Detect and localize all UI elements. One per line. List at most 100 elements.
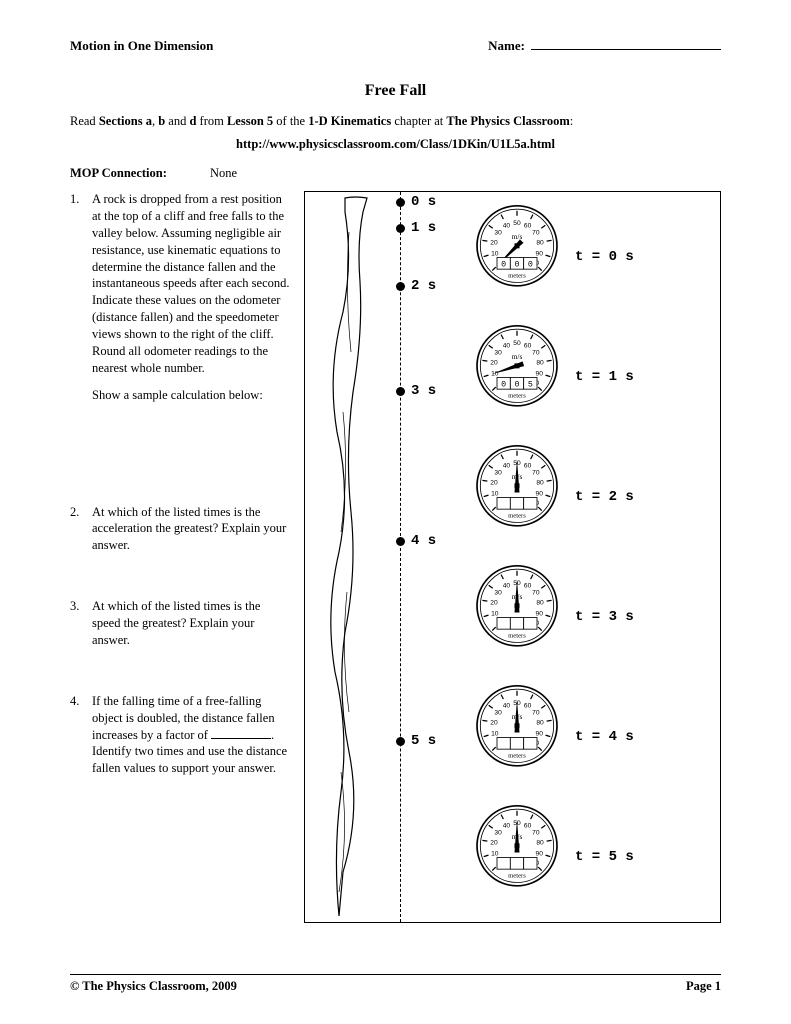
footer-left: © The Physics Classroom, 2009: [70, 979, 237, 994]
question-body: At which of the listed times is the spee…: [92, 598, 290, 659]
time-tick-label: 2 s: [411, 278, 436, 294]
question-body: A rock is dropped from a rest position a…: [92, 191, 290, 414]
svg-text:70: 70: [532, 230, 540, 237]
gauge-time-label: t = 3 s: [575, 609, 634, 625]
svg-text:70: 70: [532, 590, 540, 597]
svg-text:20: 20: [490, 480, 498, 487]
svg-text:90: 90: [535, 851, 543, 858]
svg-text:20: 20: [490, 720, 498, 727]
fill-in-blank[interactable]: [211, 738, 271, 739]
question-number: 2.: [70, 504, 92, 565]
time-tick-label: 1 s: [411, 220, 436, 236]
gauge: 0102030405060708090100m/s005meters: [467, 320, 567, 433]
svg-text:meters: meters: [508, 632, 526, 639]
svg-text:50: 50: [513, 340, 521, 347]
name-blank-line[interactable]: [531, 49, 721, 50]
intro-bold: Sections a: [99, 114, 152, 128]
intro-bold: The Physics Classroom: [446, 114, 569, 128]
svg-text:70: 70: [532, 350, 540, 357]
gauge-row: 0102030405060708090100m/smeterst = 5 s: [467, 800, 634, 913]
svg-text:90: 90: [535, 611, 543, 618]
svg-text:30: 30: [494, 710, 502, 717]
svg-text:80: 80: [536, 360, 544, 367]
time-tick-label: 0 s: [411, 194, 436, 210]
svg-text:10: 10: [491, 851, 499, 858]
gauge-row: 0102030405060708090100m/smeterst = 2 s: [467, 440, 634, 553]
worksheet-page: Motion in One Dimension Name: Free Fall …: [0, 0, 791, 1024]
svg-text:m/s: m/s: [512, 232, 523, 241]
question: 4.If the falling time of a free-falling …: [70, 693, 290, 787]
svg-text:30: 30: [494, 830, 502, 837]
time-tick: [396, 737, 405, 746]
svg-text:70: 70: [532, 470, 540, 477]
mop-label: MOP Connection:: [70, 166, 167, 180]
gauge-time-label: t = 5 s: [575, 849, 634, 865]
content-row: 1.A rock is dropped from a rest position…: [70, 191, 721, 923]
intro-text: and: [165, 114, 189, 128]
speedometer-gauge: 0102030405060708090100m/smeters: [467, 680, 567, 788]
gauge-time-label: t = 1 s: [575, 369, 634, 385]
svg-text:60: 60: [524, 223, 532, 230]
gauge-time-label: t = 2 s: [575, 489, 634, 505]
time-tick-label: 5 s: [411, 733, 436, 749]
svg-text:30: 30: [494, 350, 502, 357]
time-tick: [396, 387, 405, 396]
svg-text:60: 60: [524, 463, 532, 470]
gauge: 0102030405060708090100m/smeters: [467, 560, 567, 673]
diagram-figure: 0 s1 s2 s3 s4 s5 s0102030405060708090100…: [304, 191, 721, 923]
svg-text:90: 90: [535, 731, 543, 738]
question: 1.A rock is dropped from a rest position…: [70, 191, 290, 414]
svg-text:80: 80: [536, 600, 544, 607]
svg-text:10: 10: [491, 371, 499, 378]
gauge: 0102030405060708090100m/smeters: [467, 800, 567, 913]
name-label: Name:: [488, 38, 525, 54]
gauge-row: 0102030405060708090100m/smeterst = 3 s: [467, 560, 634, 673]
svg-text:40: 40: [503, 223, 511, 230]
footer-right: Page 1: [686, 979, 721, 994]
svg-text:40: 40: [503, 583, 511, 590]
intro-bold: Lesson 5: [227, 114, 273, 128]
svg-text:10: 10: [491, 731, 499, 738]
question: 3.At which of the listed times is the sp…: [70, 598, 290, 659]
name-field: Name:: [488, 38, 721, 54]
intro-text: from: [196, 114, 227, 128]
svg-text:30: 30: [494, 230, 502, 237]
mop-connection: MOP Connection: None: [70, 166, 721, 181]
speedometer-gauge: 0102030405060708090100m/s005meters: [467, 320, 567, 428]
cliff-drawing: [305, 192, 385, 922]
question-number: 1.: [70, 191, 92, 414]
svg-text:10: 10: [491, 491, 499, 498]
svg-text:20: 20: [490, 600, 498, 607]
svg-text:10: 10: [491, 251, 499, 258]
svg-text:40: 40: [503, 343, 511, 350]
reference-url: http://www.physicsclassroom.com/Class/1D…: [70, 137, 721, 152]
intro-text: :: [570, 114, 573, 128]
speedometer-gauge: 0102030405060708090100m/s000meters: [467, 200, 567, 308]
svg-text:0: 0: [515, 260, 520, 270]
svg-text:20: 20: [490, 240, 498, 247]
page-header: Motion in One Dimension Name:: [70, 38, 721, 54]
svg-text:0: 0: [501, 380, 506, 390]
question-text: Show a sample calculation below:: [92, 387, 290, 404]
questions-column: 1.A rock is dropped from a rest position…: [70, 191, 290, 923]
svg-text:meters: meters: [508, 392, 526, 399]
gauge: 0102030405060708090100m/smeters: [467, 680, 567, 793]
svg-text:0: 0: [528, 260, 533, 270]
question-number: 3.: [70, 598, 92, 659]
question-text: If the falling time of a free-falling ob…: [92, 693, 290, 777]
svg-text:20: 20: [490, 840, 498, 847]
page-title: Free Fall: [70, 82, 721, 100]
svg-text:90: 90: [535, 251, 543, 258]
svg-text:70: 70: [532, 710, 540, 717]
svg-text:80: 80: [536, 480, 544, 487]
speedometer-gauge: 0102030405060708090100m/smeters: [467, 560, 567, 668]
svg-text:40: 40: [503, 823, 511, 830]
svg-text:80: 80: [536, 720, 544, 727]
svg-text:0: 0: [501, 260, 506, 270]
svg-text:meters: meters: [508, 752, 526, 759]
svg-text:10: 10: [491, 611, 499, 618]
question-number: 4.: [70, 693, 92, 787]
intro-line: Read Sections a, b and d from Lesson 5 o…: [70, 114, 721, 129]
svg-text:90: 90: [535, 491, 543, 498]
gauge-time-label: t = 0 s: [575, 249, 634, 265]
